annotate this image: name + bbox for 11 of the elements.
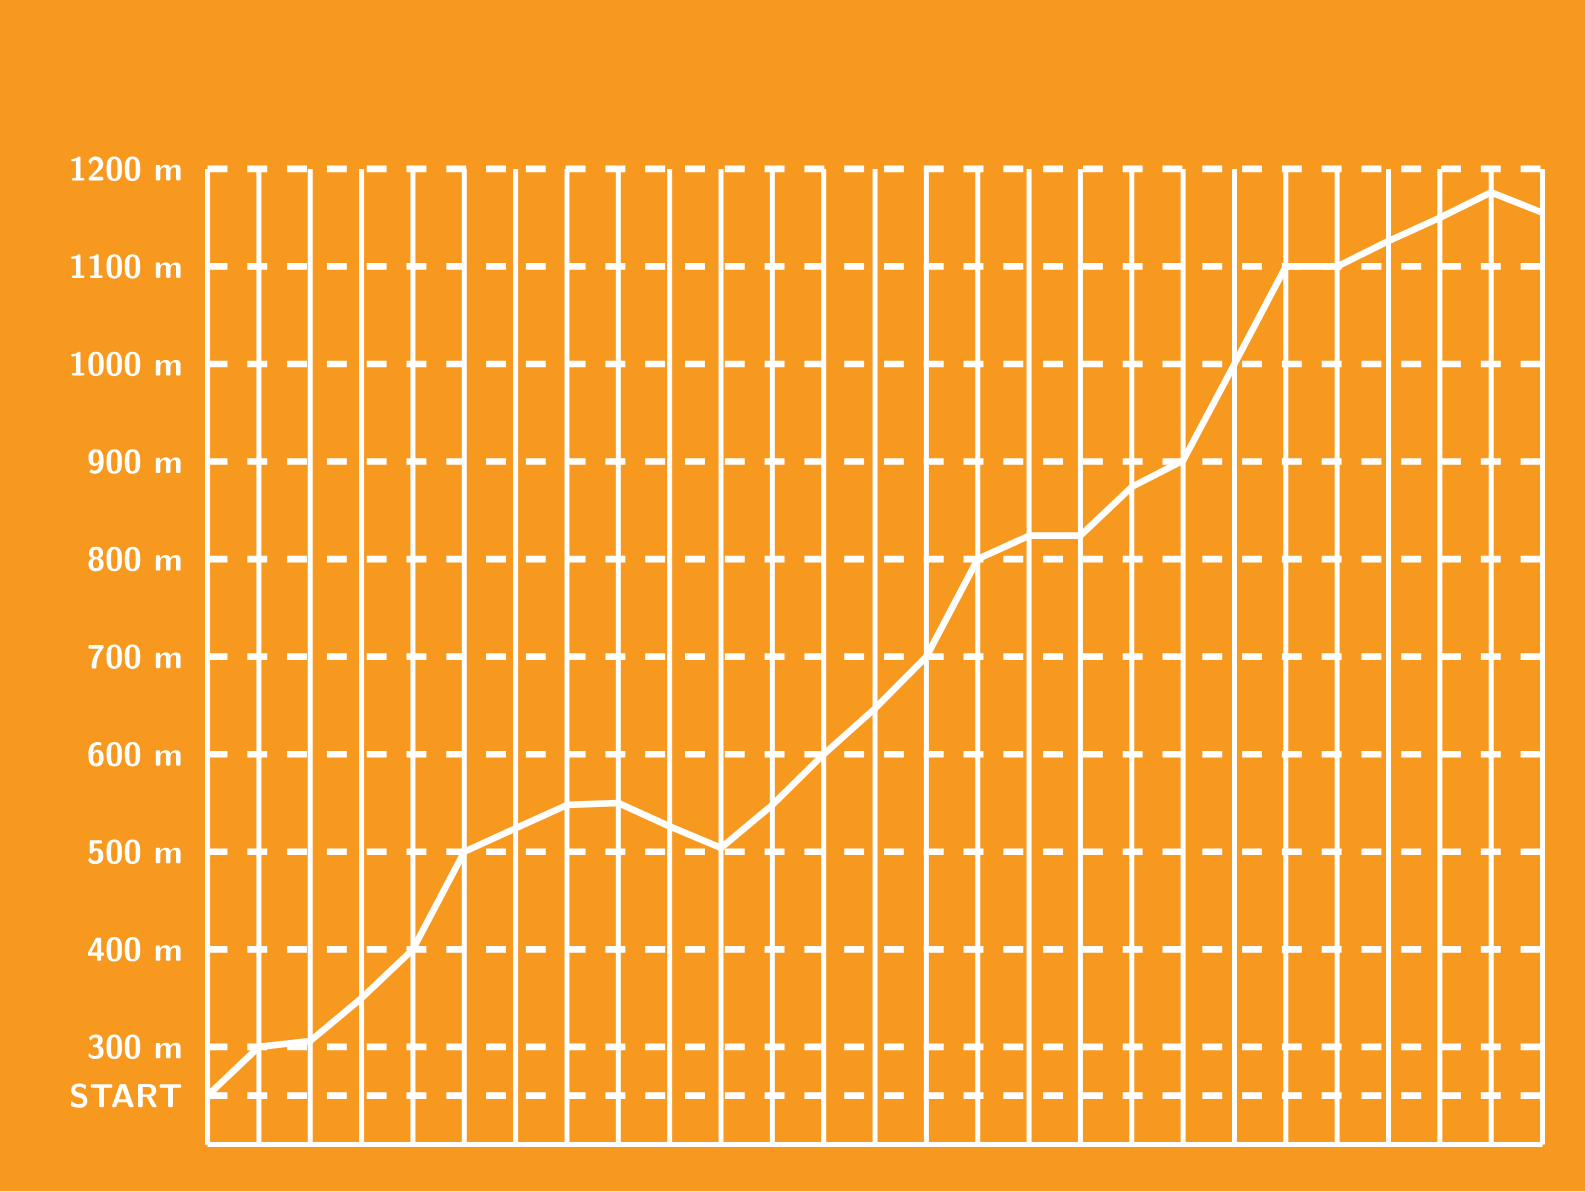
y-tick-label: 600 m [88, 742, 181, 767]
y-tick-label: 400 m [87, 937, 181, 962]
y-tick-label: 900 m [88, 449, 181, 474]
y-tick-label: 300 m [88, 1034, 181, 1060]
y-tick-label: 700 m [88, 644, 181, 670]
y-tick-label: START [70, 1083, 182, 1109]
y-tick-label: 800 m [88, 547, 181, 572]
y-tick-label: 1100 m [71, 254, 181, 279]
y-tick-label: 1000 m [71, 351, 181, 377]
y-tick-label: 1200 m [71, 156, 181, 182]
y-tick-label: 500 m [88, 839, 181, 865]
